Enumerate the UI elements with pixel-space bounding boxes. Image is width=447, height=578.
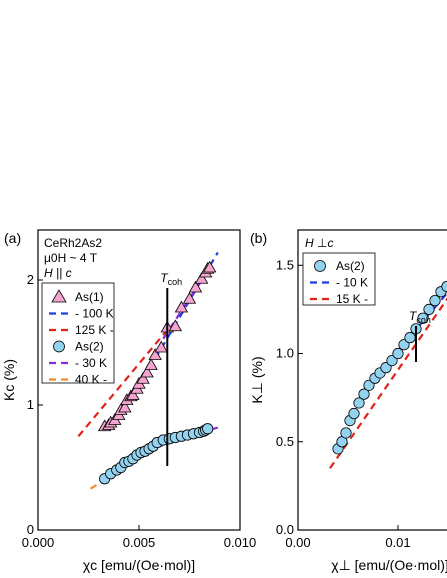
panel-b-direction: H ⊥c (305, 236, 333, 250)
panel-b-legend-box (302, 252, 376, 306)
legend-triangle-icon (51, 289, 67, 303)
data-point-triangle (140, 365, 154, 378)
panel-a-field: μ0H ~ 4 T (44, 251, 98, 265)
data-point-circle (363, 379, 375, 391)
data-point-triangle (188, 280, 203, 293)
legend-label: 125 K - (75, 323, 114, 337)
panel-a: (a) 0.000 0.005 0.010 0 1 2 Tcoh CeRh2As2 μ0H… (1, 229, 257, 573)
legend-circle-icon (314, 260, 326, 272)
data-point-triangle (148, 348, 162, 360)
panel-b-frame (297, 229, 447, 531)
y-tick-label: 1.5 (276, 257, 294, 272)
x-tick-label: 0.01 (385, 535, 410, 550)
panel-a-tcoh-label: Tcoh (160, 271, 182, 287)
panel-b-label: (b) (250, 230, 267, 246)
y-tick-label: 0 (27, 522, 34, 537)
panel-b-x-axis-label: χ⊥ [emu/(Oe·mol)] (331, 557, 447, 573)
data-point-triangle (154, 340, 168, 353)
data-point-triangle (126, 388, 140, 400)
data-point-triangle (144, 358, 158, 370)
legend-label: - 10 K (336, 276, 368, 290)
x-tick-label: 0.000 (22, 535, 55, 550)
panel-a-direction: H || c (44, 266, 72, 280)
panel-a-y-axis-label: Kc (%) (1, 359, 17, 401)
data-point-triangle (194, 271, 209, 284)
panel-b: (b) 0.00 0.01 0.0 0.5 1.0 1.5 Tcoh H ⊥c As(2)… (249, 229, 447, 573)
x-tick-label: 0.005 (123, 535, 156, 550)
y-tick-label: 1.0 (276, 346, 294, 361)
panel-a-material: CeRh2As2 (44, 236, 102, 250)
data-point-circle (398, 339, 410, 351)
data-point-triangle (136, 371, 150, 384)
panel-b-legend: As(2) - 10 K 15 K - (302, 252, 376, 306)
panel-b-y-axis-label: K⊥ (%) (249, 356, 265, 403)
legend-label: As(2) (336, 259, 365, 273)
legend-label: 40 K - (75, 373, 107, 387)
fit-line (329, 297, 447, 469)
legend-label: - 100 K (75, 307, 114, 321)
data-point-circle (429, 294, 441, 307)
panel-b-ticks: 0.00 0.01 0.0 0.5 1.0 1.5 (276, 257, 411, 550)
data-point-circle (423, 303, 435, 316)
data-point-triangle (203, 260, 217, 273)
x-tick-label: 0.00 (285, 535, 310, 550)
y-tick-label: 0.5 (276, 434, 294, 449)
panel-a-x-axis-label: χc [emu/(Oe·mol)] (83, 557, 195, 573)
legend-circle-icon (53, 340, 65, 353)
y-tick-label: 2 (27, 272, 34, 287)
panel-a-ticks: 0.000 0.005 0.010 0 1 2 (22, 272, 257, 550)
panel-a-label: (a) (4, 230, 21, 246)
legend-label: As(1) (75, 290, 104, 304)
data-point-circle (392, 347, 404, 360)
data-point-circle (353, 397, 365, 409)
data-point-triangle (182, 291, 197, 304)
data-point-triangle (168, 319, 183, 332)
panel-b-tcoh-label: Tcoh (409, 309, 431, 325)
y-tick-label: 0.0 (276, 522, 294, 537)
data-point-circle (380, 362, 392, 374)
x-tick-label: 0.010 (224, 535, 257, 550)
data-point-circle (386, 354, 398, 367)
data-point-circle (358, 388, 370, 400)
data-point-circle (404, 332, 416, 344)
panel-a-markers (97, 260, 217, 485)
panel-b-markers (332, 280, 447, 455)
data-point-circle (340, 427, 352, 439)
y-tick-label: 1 (27, 397, 34, 412)
data-point-triangle (118, 400, 132, 413)
data-point-triangle (174, 300, 189, 313)
panel-a-legend: As(1) - 100 K 125 K - As(2) - 30 K 40 K - (41, 282, 115, 387)
legend-label: 15 K - (336, 292, 368, 306)
data-point-circle (417, 312, 429, 324)
data-point-circle (348, 407, 360, 420)
data-point-circle (202, 423, 214, 435)
legend-label: - 30 K (75, 356, 107, 370)
legend-label: As(2) (75, 340, 104, 354)
